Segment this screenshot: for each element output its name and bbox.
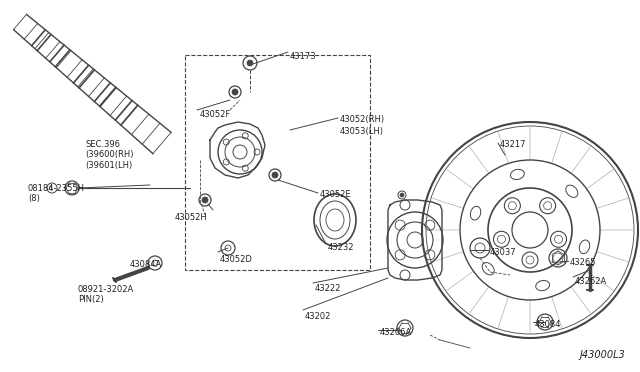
Circle shape xyxy=(272,172,278,178)
Text: 08184-2355H
(8): 08184-2355H (8) xyxy=(28,184,85,203)
Text: 43222: 43222 xyxy=(315,284,341,293)
Text: 43173: 43173 xyxy=(290,52,317,61)
Text: 43217: 43217 xyxy=(500,140,527,149)
Bar xyxy=(185,55,370,270)
Text: 43052(RH): 43052(RH) xyxy=(340,115,385,124)
Text: 43084A: 43084A xyxy=(130,260,163,269)
Text: 43084: 43084 xyxy=(535,320,561,329)
Text: 43232: 43232 xyxy=(328,243,355,252)
Text: 43037: 43037 xyxy=(490,248,516,257)
Text: SEC.396
(39600(RH)
(39601(LH): SEC.396 (39600(RH) (39601(LH) xyxy=(85,140,134,170)
Text: 43052D: 43052D xyxy=(220,255,253,264)
Text: 43052H: 43052H xyxy=(175,213,208,222)
Text: 43052F: 43052F xyxy=(200,110,231,119)
Circle shape xyxy=(247,60,253,66)
Text: 08921-3202A
PIN(2): 08921-3202A PIN(2) xyxy=(78,285,134,304)
Text: 43265: 43265 xyxy=(570,258,596,267)
Circle shape xyxy=(400,193,404,197)
Text: 43052E: 43052E xyxy=(320,190,351,199)
Text: B: B xyxy=(48,186,52,190)
Text: 43202: 43202 xyxy=(305,312,332,321)
Circle shape xyxy=(202,197,208,203)
Text: 43262A: 43262A xyxy=(575,277,607,286)
Circle shape xyxy=(232,89,238,95)
Text: 43206A: 43206A xyxy=(380,328,412,337)
Text: 43053(LH): 43053(LH) xyxy=(340,127,384,136)
Text: J43000L3: J43000L3 xyxy=(579,350,625,360)
